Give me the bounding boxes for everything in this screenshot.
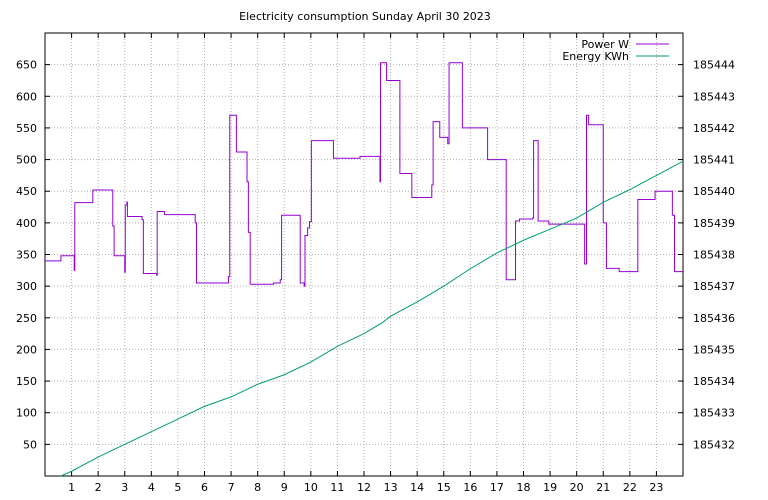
y2-tick-label: 185437	[693, 280, 735, 293]
x-tick-label: 15	[437, 481, 451, 494]
series-line-power	[45, 62, 683, 287]
x-tick-label: 17	[490, 481, 504, 494]
x-tick-label: 7	[228, 481, 235, 494]
y2-tick-label: 185441	[693, 154, 735, 167]
y2-tick-label: 185444	[693, 59, 735, 72]
y2-tick-label: 185438	[693, 249, 735, 262]
series-group	[45, 62, 684, 477]
chart-title: Electricity consumption Sunday April 30 …	[239, 10, 491, 23]
x-tick-label: 14	[410, 481, 424, 494]
x-tick-label: 5	[174, 481, 181, 494]
x-tick-label: 2	[95, 481, 102, 494]
x-tick-label: 4	[148, 481, 155, 494]
y2-tick-label: 185442	[693, 122, 735, 135]
x-tick-label: 19	[543, 481, 557, 494]
y2-tick-label: 185443	[693, 90, 735, 103]
legend-label: Power W	[581, 38, 629, 51]
y-tick-label: 350	[16, 249, 37, 262]
x-tick-label: 22	[623, 481, 637, 494]
series-line-energy	[60, 160, 684, 477]
y-tick-label: 450	[16, 185, 37, 198]
y-tick-label: 550	[16, 122, 37, 135]
y2-tick-label: 185434	[693, 375, 735, 388]
x-tick-label: 21	[596, 481, 610, 494]
y2-tick-label: 185439	[693, 217, 735, 230]
y-tick-label: 400	[16, 217, 37, 230]
y-tick-label: 200	[16, 343, 37, 356]
y2-tick-label: 185432	[693, 438, 735, 451]
y2-tick-label: 185436	[693, 312, 735, 325]
y2-tick-label: 185440	[693, 185, 735, 198]
x-tick-label: 13	[384, 481, 398, 494]
y-tick-label: 100	[16, 407, 37, 420]
y-tick-label: 50	[23, 438, 37, 451]
grid	[45, 33, 683, 476]
x-tick-label: 8	[254, 481, 261, 494]
x-tick-label: 3	[121, 481, 128, 494]
y-tick-label: 250	[16, 312, 37, 325]
x-tick-label: 11	[330, 481, 344, 494]
x-tick-label: 6	[201, 481, 208, 494]
y-tick-label: 150	[16, 375, 37, 388]
y2-tick-label: 185433	[693, 407, 735, 420]
x-tick-label: 10	[304, 481, 318, 494]
y2-tick-label: 185435	[693, 343, 735, 356]
axis-ticks: 1 2 3 4 5 6 7 8 9 10 11 12 13 14 15 16 17 18 19 20 21 22 23501…	[16, 33, 735, 494]
x-tick-label: 18	[517, 481, 531, 494]
x-tick-label: 23	[649, 481, 663, 494]
x-tick-label: 12	[357, 481, 371, 494]
y-tick-label: 650	[16, 59, 37, 72]
x-tick-label: 1	[68, 481, 75, 494]
y-tick-label: 600	[16, 90, 37, 103]
y-tick-label: 500	[16, 154, 37, 167]
legend-label: Energy KWh	[562, 50, 629, 63]
x-tick-label: 16	[463, 481, 477, 494]
x-tick-label: 20	[570, 481, 584, 494]
y-tick-label: 300	[16, 280, 37, 293]
x-tick-label: 9	[281, 481, 288, 494]
